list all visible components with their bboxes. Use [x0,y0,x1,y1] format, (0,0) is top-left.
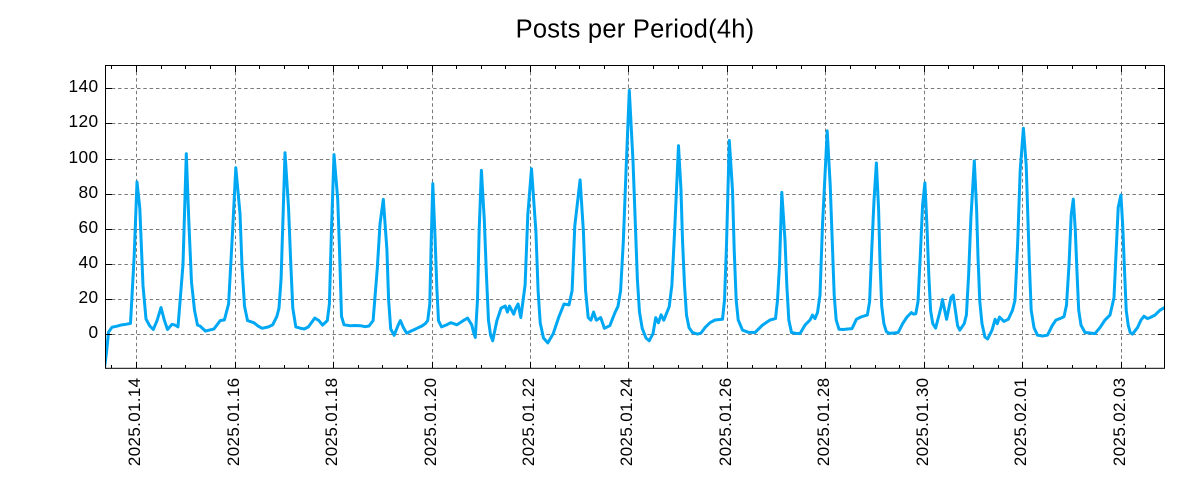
svg-text:2025.02.01: 2025.02.01 [1011,378,1030,467]
svg-text:80: 80 [78,182,98,202]
svg-text:120: 120 [68,111,98,131]
svg-text:2025.02.03: 2025.02.03 [1110,378,1129,467]
svg-text:60: 60 [78,217,98,237]
svg-text:20: 20 [78,287,98,307]
svg-text:2025.01.14: 2025.01.14 [125,378,144,467]
svg-text:0: 0 [88,322,98,342]
svg-text:140: 140 [68,76,98,96]
svg-text:100: 100 [68,147,98,167]
svg-text:2025.01.26: 2025.01.26 [716,378,735,467]
svg-text:40: 40 [78,252,98,272]
svg-text:2025.01.20: 2025.01.20 [421,378,440,467]
svg-text:2025.01.18: 2025.01.18 [322,378,341,467]
svg-text:2025.01.30: 2025.01.30 [913,378,932,467]
svg-text:2025.01.22: 2025.01.22 [519,378,538,467]
svg-text:2025.01.28: 2025.01.28 [814,378,833,467]
svg-text:2025.01.24: 2025.01.24 [617,378,636,467]
svg-text:2025.01.16: 2025.01.16 [224,378,243,467]
svg-text:Posts per Period(4h): Posts per Period(4h) [516,16,755,44]
